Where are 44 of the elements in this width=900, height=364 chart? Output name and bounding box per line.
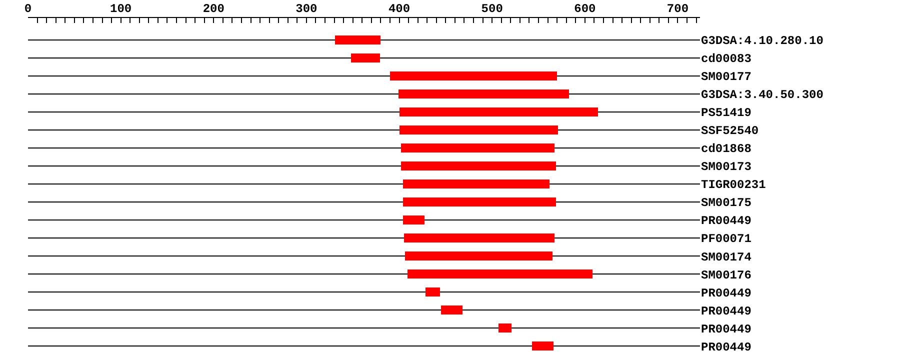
y-tick-label: PR00449: [701, 322, 752, 336]
bar: [408, 270, 592, 279]
y-tick-label: PF00071: [701, 232, 752, 246]
y-tick-label: SM00173: [701, 160, 752, 174]
x-tick-label: 700: [666, 2, 689, 16]
y-tick-label: SM00176: [701, 268, 752, 282]
bar: [402, 180, 550, 189]
y-tick-label: SM00175: [701, 196, 752, 210]
y-tick-label: TIGR00231: [701, 178, 766, 192]
bar: [498, 324, 512, 333]
bar: [398, 89, 570, 98]
x-tick-label: 600: [574, 2, 596, 16]
y-tick-label: G3DSA:3.40.50.300: [701, 88, 824, 102]
bar: [404, 234, 554, 243]
y-tick-label: SSF52540: [701, 124, 759, 138]
bar: [351, 53, 380, 62]
y-tick-label: PR00449: [701, 214, 752, 228]
bar: [399, 107, 598, 116]
y-tick-label: cd01868: [701, 142, 752, 156]
x-tick-label: 300: [296, 2, 318, 16]
bar: [399, 126, 558, 134]
y-tick-label: G3DSA:4.10.280.10: [701, 34, 824, 48]
bar: [401, 144, 554, 153]
bar: [404, 252, 552, 261]
y-tick-label: PS51419: [701, 106, 752, 120]
bar: [532, 342, 554, 351]
x-tick-label: 0: [24, 2, 32, 16]
y-tick-label: PR00449: [701, 304, 752, 318]
y-tick-label: PR00449: [701, 340, 752, 354]
bar: [402, 216, 424, 225]
bar: [402, 198, 556, 207]
y-tick-label: SM00174: [701, 250, 752, 264]
x-tick-label: 100: [110, 2, 132, 16]
bar: [390, 71, 558, 80]
x-tick-label: 200: [202, 2, 224, 16]
y-tick-label: cd00083: [701, 52, 752, 66]
y-tick-label: PR00449: [701, 286, 752, 300]
x-tick-label: 400: [388, 2, 410, 16]
bar: [441, 306, 462, 315]
y-tick-label: SM00177: [701, 70, 752, 84]
bar: [425, 288, 440, 297]
bar: [335, 35, 381, 44]
bar: [401, 162, 556, 171]
x-tick-label: 500: [481, 2, 503, 16]
